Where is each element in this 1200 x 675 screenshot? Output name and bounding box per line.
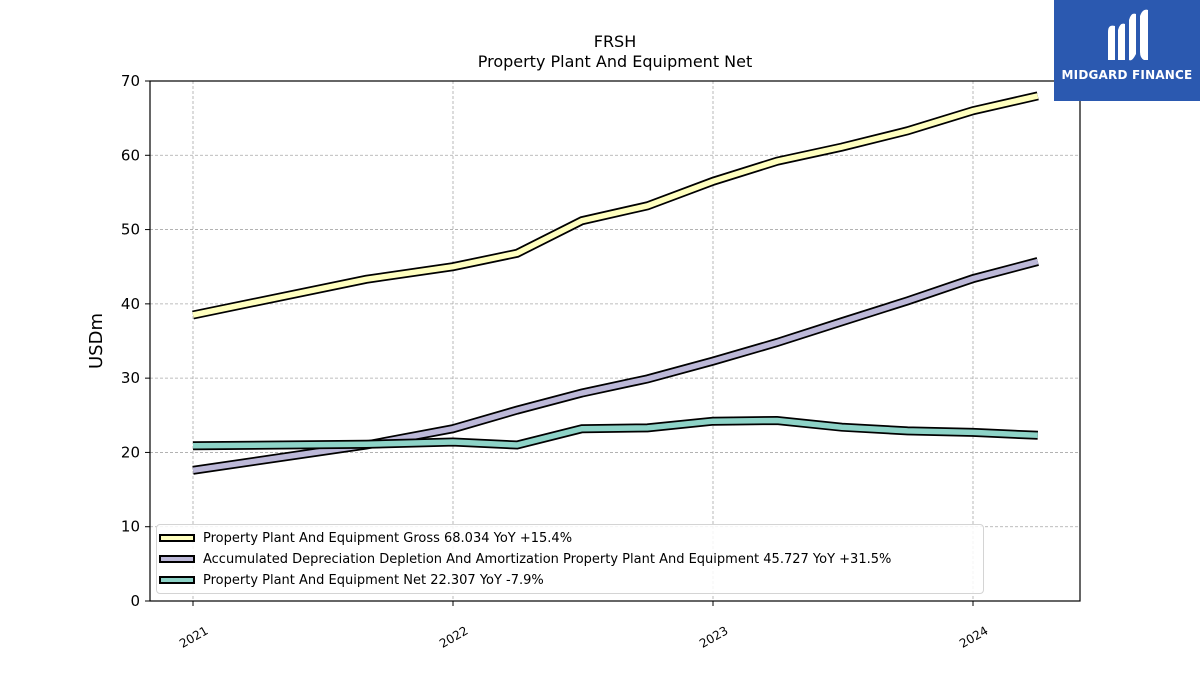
x-tick-label: 2022: [437, 623, 470, 650]
legend-label: Property Plant And Equipment Gross 68.03…: [203, 530, 573, 546]
logo-mark-icon: [1108, 9, 1148, 61]
chart-title: FRSH: [593, 32, 637, 51]
y-tick-label: 40: [121, 295, 140, 313]
legend-swatch: [159, 555, 195, 563]
legend-item: Accumulated Depreciation Depletion And A…: [159, 549, 891, 569]
x-tick-label: 2021: [177, 623, 210, 650]
y-tick-label: 10: [121, 518, 140, 536]
y-tick-label: 70: [121, 72, 140, 90]
brand-logo: MIDGARD FINANCE: [1054, 0, 1200, 101]
y-tick-label: 20: [121, 443, 140, 461]
series-lines: [192, 91, 1039, 475]
x-tick-label: 2023: [697, 623, 730, 650]
grid-lines: [150, 80, 1080, 601]
chart-subtitle: Property Plant And Equipment Net: [477, 52, 753, 71]
legend-item: Property Plant And Equipment Net 22.307 …: [159, 570, 544, 590]
logo-text: MIDGARD FINANCE: [1061, 68, 1193, 82]
x-tick-label: 2024: [957, 623, 990, 650]
legend-swatch: [159, 576, 195, 584]
y-tick-label: 60: [121, 146, 140, 164]
legend-label: Property Plant And Equipment Net 22.307 …: [203, 572, 544, 588]
y-tick-label: 0: [130, 592, 140, 610]
series-line: [192, 93, 1039, 318]
y-tick-label: 30: [121, 369, 140, 387]
legend-label: Accumulated Depreciation Depletion And A…: [203, 551, 892, 567]
y-axis-label: USDm: [86, 313, 107, 369]
series-line: [192, 258, 1039, 474]
legend-item: Property Plant And Equipment Gross 68.03…: [159, 528, 572, 548]
legend-swatch: [159, 534, 195, 542]
series-line: [192, 417, 1038, 449]
plot-frame: [149, 80, 1081, 602]
legend: Property Plant And Equipment Gross 68.03…: [156, 524, 984, 594]
y-tick-label: 50: [121, 221, 140, 239]
